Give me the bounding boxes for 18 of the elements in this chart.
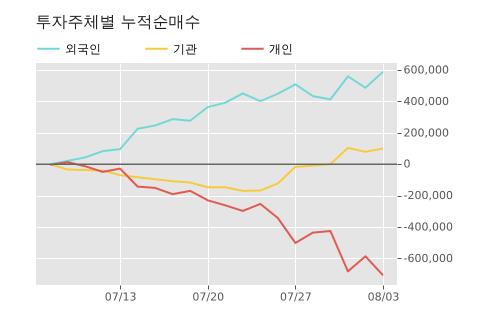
legend-label: 개인: [269, 42, 293, 56]
line-series: [49, 161, 384, 276]
y-tick-label: -200,000: [404, 189, 453, 202]
y-tick-label: 200,000: [404, 126, 449, 140]
y-tick-label: -600,000: [404, 252, 453, 265]
y-tick-label: 400,000: [404, 94, 449, 108]
legend-label: 기관: [173, 42, 197, 56]
line-series: [49, 146, 384, 192]
x-tick-label: 07/13: [104, 290, 136, 304]
y-tick-label: 0: [404, 158, 410, 171]
y-tick-label: 600,000: [404, 64, 449, 77]
chart-title: 투자주체별 누적순매수: [35, 12, 200, 31]
x-tick-label: 07/20: [192, 290, 224, 304]
y-tick-label: -400,000: [404, 220, 453, 234]
x-tick-label: 08/03: [368, 290, 400, 304]
line-series: [49, 70, 384, 166]
x-tick-label: 07/27: [280, 290, 312, 304]
legend-label: 외국인: [65, 42, 101, 56]
